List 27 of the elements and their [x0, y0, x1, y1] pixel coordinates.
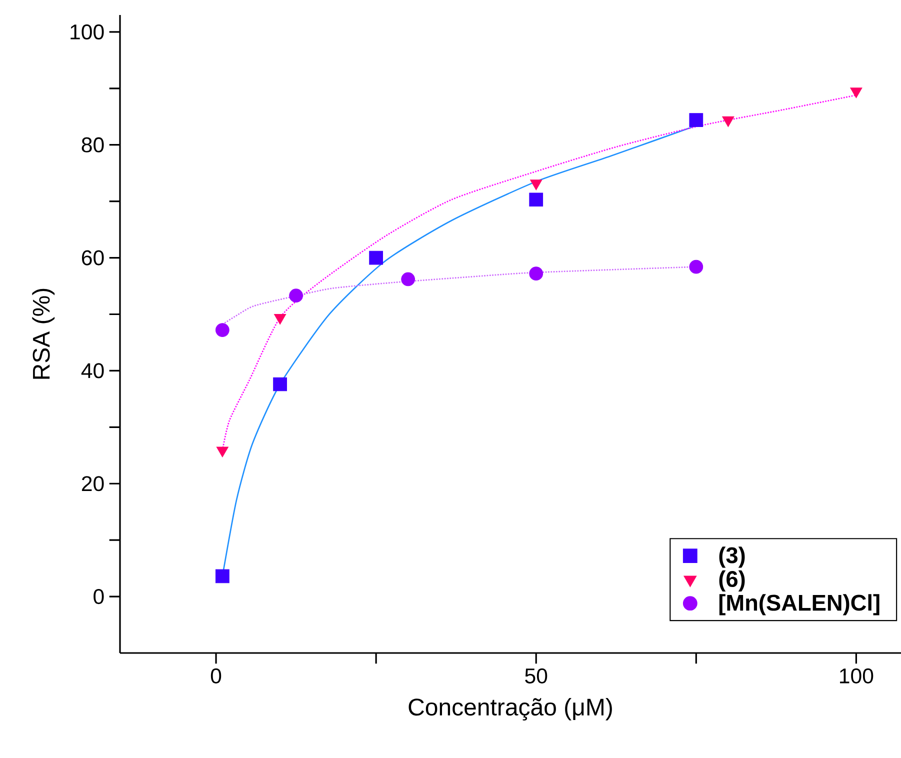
point	[289, 288, 303, 303]
point	[369, 250, 384, 265]
y-tick-label: 40	[81, 363, 104, 378]
point	[215, 323, 230, 337]
point	[401, 272, 416, 286]
x-tick-label: 100	[840, 668, 874, 684]
legend-label: (6)	[719, 570, 745, 592]
point	[529, 266, 544, 281]
point	[529, 192, 544, 207]
y-tick-label: 80	[82, 137, 104, 152]
point	[215, 569, 230, 584]
point	[689, 113, 704, 127]
x-axis-title: Concentração (μM)	[408, 698, 612, 720]
y-tick-label: 0	[94, 588, 104, 604]
point	[689, 260, 704, 274]
y-tick-label: 100	[70, 24, 104, 40]
point	[273, 377, 287, 392]
legend-label: (3)	[719, 546, 745, 568]
legend-label: [Mn(SALEN)Cl]	[719, 594, 880, 616]
x-tick-label: 50	[525, 668, 548, 684]
y-tick-label: 20	[82, 476, 104, 492]
point	[722, 116, 734, 127]
point	[850, 88, 862, 98]
x-tick-label: 0	[210, 668, 222, 684]
y-axis-title: RSA (%)	[32, 288, 55, 379]
point	[530, 180, 542, 190]
y-tick-label: 60	[82, 250, 104, 266]
